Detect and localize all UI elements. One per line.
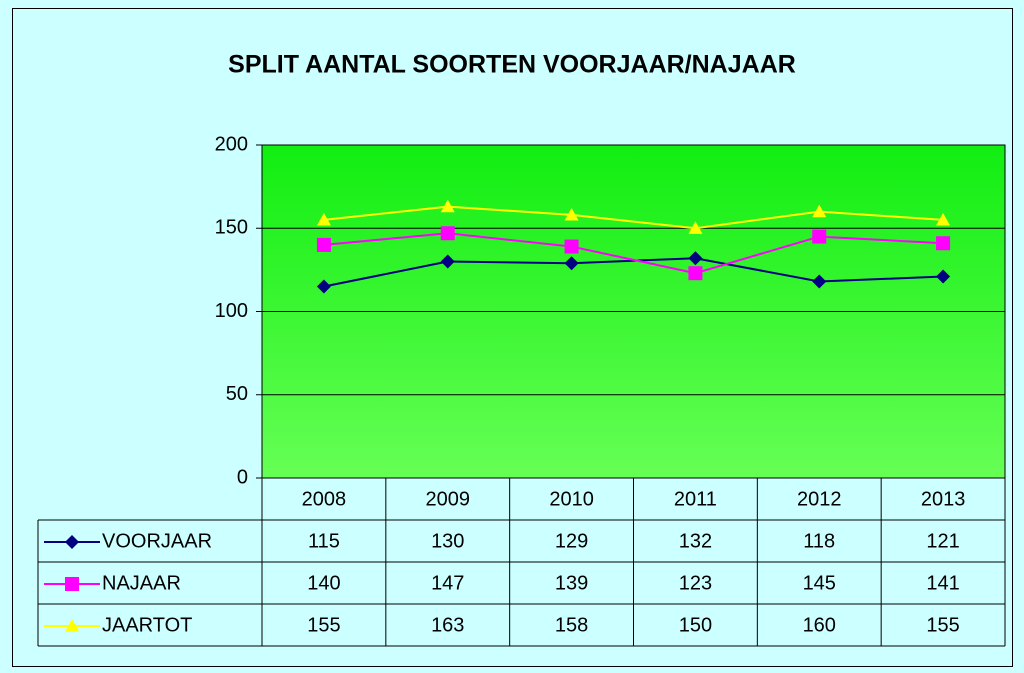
marker <box>936 269 951 284</box>
marker <box>440 199 455 213</box>
y-tick-label: 100 <box>215 300 248 322</box>
table-value: 121 <box>926 530 959 552</box>
x-tick-label: 2009 <box>426 488 471 510</box>
marker <box>688 251 703 266</box>
marker <box>65 619 79 632</box>
chart-title: SPLIT AANTAL SOORTEN VOORJAAR/NAJAAR <box>228 51 796 79</box>
legend-label: VOORJAAR <box>102 530 212 552</box>
x-tick-label: 2013 <box>921 488 966 510</box>
marker <box>65 535 79 549</box>
marker <box>688 221 703 234</box>
table-value: 155 <box>926 614 959 636</box>
marker <box>812 204 827 218</box>
table-value: 150 <box>679 614 712 636</box>
legend-label: NAJAAR <box>102 572 181 594</box>
chart-border <box>12 8 1013 667</box>
table-value: 140 <box>307 572 340 594</box>
y-tick-label: 150 <box>215 217 248 239</box>
marker <box>936 236 951 251</box>
y-tick-label: 200 <box>215 133 248 155</box>
table-value: 158 <box>555 614 588 636</box>
marker <box>316 237 331 252</box>
table-value: 163 <box>431 614 464 636</box>
marker <box>564 256 579 271</box>
y-tick-label: 50 <box>226 383 248 405</box>
y-tick-label: 0 <box>237 466 248 488</box>
table-value: 129 <box>555 530 588 552</box>
line <box>323 205 944 230</box>
table-value: 132 <box>679 530 712 552</box>
marker <box>440 226 455 241</box>
table-value: 123 <box>679 572 712 594</box>
x-tick-label: 2011 <box>674 488 717 510</box>
table-value: 145 <box>803 572 836 594</box>
table-value: 130 <box>431 530 464 552</box>
x-tick-label: 2012 <box>797 488 842 510</box>
table-value: 141 <box>926 572 959 594</box>
marker <box>812 274 827 289</box>
marker <box>812 229 827 244</box>
table-value: 115 <box>308 530 340 552</box>
marker <box>316 212 331 226</box>
x-tick-label: 2008 <box>302 488 347 510</box>
x-tick-label: 2010 <box>549 488 594 510</box>
marker <box>936 212 951 226</box>
table-value: 147 <box>431 572 464 594</box>
marker <box>316 279 331 294</box>
marker <box>440 254 455 269</box>
table-value: 118 <box>803 530 835 552</box>
legend-label: JAARTOT <box>102 614 192 636</box>
table-value: 160 <box>803 614 836 636</box>
marker <box>65 577 79 591</box>
marker <box>564 239 579 254</box>
table-value: 155 <box>307 614 340 636</box>
marker <box>688 266 703 281</box>
marker <box>564 207 579 221</box>
line <box>323 232 944 275</box>
table-value: 139 <box>555 572 588 594</box>
